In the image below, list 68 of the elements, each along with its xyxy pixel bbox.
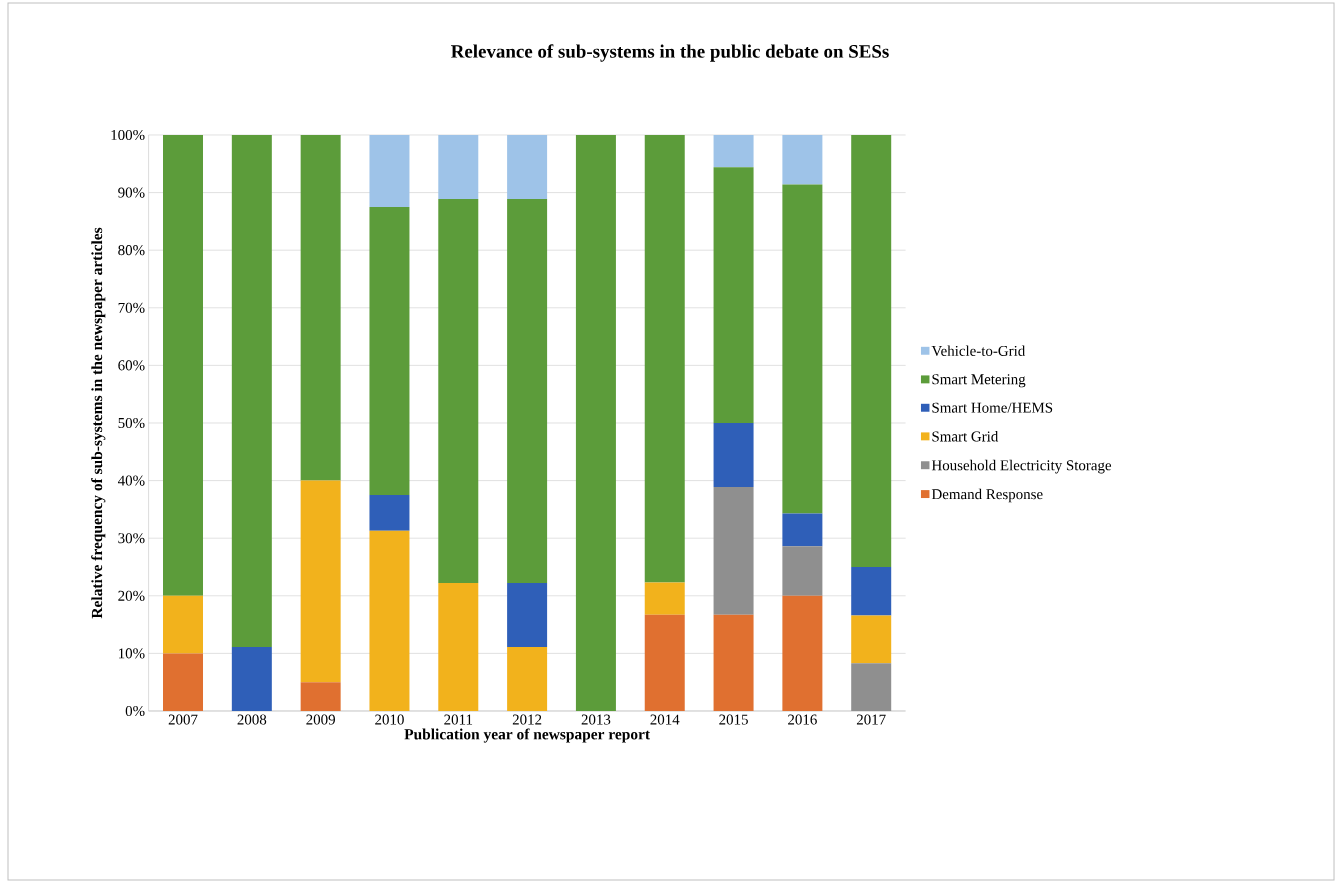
y-tick-label: 60%: [118, 360, 145, 371]
bar: [369, 530, 410, 711]
y-tick-label: 20%: [118, 590, 145, 601]
bar: [713, 422, 754, 487]
bar: [644, 614, 685, 711]
bar: [713, 167, 754, 423]
x-tick-label: 2017: [856, 714, 886, 725]
bar: [438, 134, 479, 199]
y-tick-label: 0%: [125, 705, 145, 717]
bar: [438, 583, 479, 711]
bar: [713, 486, 754, 615]
y-tick-label: 30%: [118, 533, 145, 544]
x-tick-label: 2015: [719, 714, 748, 725]
bar: [644, 582, 685, 615]
x-tick-label: 2012: [512, 714, 542, 725]
bar: [369, 134, 410, 207]
y-tick-label: 100%: [111, 129, 145, 141]
bar: [782, 184, 823, 514]
x-axis-title: Publication year of newspaper report: [404, 728, 650, 743]
x-tick-label: 2009: [306, 714, 335, 725]
bar: [231, 647, 272, 711]
bar: [231, 134, 272, 648]
x-tick-label: 2013: [581, 714, 611, 725]
y-tick-label: 50%: [118, 417, 145, 429]
legend-label: Demand Response: [931, 488, 1043, 503]
y-tick-label: 90%: [118, 187, 145, 198]
y-tick-label: 70%: [118, 302, 145, 313]
bar: [369, 494, 410, 531]
legend-label: Vehicle-to-Grid: [931, 345, 1026, 356]
legend-label: Smart Metering: [932, 374, 1026, 388]
bar: [782, 134, 823, 185]
x-tick-label: 2010: [375, 714, 404, 725]
bar: [713, 614, 754, 711]
bar: [851, 134, 892, 567]
bar: [575, 134, 616, 711]
bar: [782, 513, 823, 547]
bar: [507, 198, 548, 584]
y-tick-label: 10%: [119, 648, 145, 659]
y-tick-label: 40%: [117, 475, 145, 486]
bar: [163, 595, 203, 654]
x-tick-label: 2008: [237, 714, 267, 725]
legend-label: Smart Home/HEMS: [932, 402, 1053, 413]
bar: [851, 566, 892, 616]
legend-label: Smart Grid: [932, 431, 999, 442]
bar: [713, 134, 754, 168]
bar: [644, 134, 685, 583]
bar: [507, 134, 548, 199]
legend-label: Household Electricity Storage: [931, 459, 1112, 474]
bar: [851, 615, 892, 664]
x-tick-label: 2014: [650, 714, 680, 725]
bar: [851, 663, 892, 711]
bar: [163, 653, 203, 711]
chart-title: Relevance of sub-systems in the public debate on SESs: [451, 44, 889, 62]
x-tick-label: 2007: [168, 714, 198, 725]
bar: [163, 134, 203, 596]
bar: [300, 682, 341, 711]
bar: [782, 546, 823, 596]
x-tick-label: 2016: [788, 714, 817, 725]
bar: [300, 480, 341, 683]
bar: [782, 595, 823, 711]
y-axis-title: Relative frequency of sub-systems in the newspaper articles: [91, 227, 106, 619]
bar: [507, 647, 548, 711]
x-tick-label: 2011: [444, 714, 473, 725]
bar: [507, 583, 548, 648]
bar: [300, 134, 341, 481]
bar: [369, 206, 410, 495]
bar: [438, 198, 479, 584]
y-tick-label: 80%: [118, 245, 145, 256]
